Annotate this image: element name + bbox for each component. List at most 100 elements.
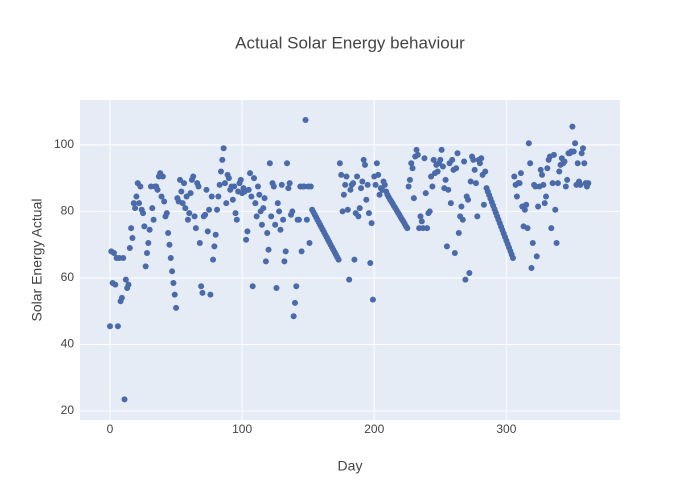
point — [454, 150, 461, 157]
point — [574, 160, 581, 167]
x-axis-title: Day — [338, 458, 363, 474]
point — [537, 166, 544, 173]
point — [225, 175, 232, 182]
point — [509, 255, 516, 262]
point — [570, 148, 577, 155]
point — [295, 216, 302, 223]
point — [180, 180, 187, 187]
point — [549, 180, 556, 187]
point — [186, 210, 193, 217]
point — [422, 190, 429, 197]
point — [182, 205, 189, 212]
point — [351, 256, 358, 263]
point — [270, 183, 277, 190]
point — [410, 195, 417, 202]
point — [418, 218, 425, 225]
point — [273, 284, 280, 291]
point — [161, 198, 168, 205]
point — [173, 304, 180, 311]
point — [146, 226, 153, 233]
point — [585, 180, 592, 187]
point — [517, 170, 524, 177]
point — [472, 180, 479, 187]
y-tick-label: 40 — [61, 337, 75, 351]
y-tick-label: 60 — [61, 270, 75, 284]
point — [261, 195, 268, 202]
point — [252, 200, 259, 207]
point — [303, 216, 310, 223]
point — [442, 176, 449, 183]
point — [554, 180, 561, 187]
point — [133, 193, 140, 200]
point — [289, 208, 296, 215]
point — [306, 240, 313, 247]
point — [445, 186, 452, 193]
point — [293, 283, 300, 290]
point — [280, 216, 287, 223]
point — [580, 145, 587, 152]
point — [167, 255, 174, 262]
point — [278, 181, 285, 188]
point — [455, 230, 462, 237]
point — [535, 203, 542, 210]
point — [221, 180, 228, 187]
point — [290, 313, 297, 320]
point — [178, 188, 185, 195]
point — [286, 180, 293, 187]
point — [118, 294, 125, 301]
y-tick-label: 100 — [54, 137, 74, 151]
y-tick-label: 80 — [61, 204, 75, 218]
point — [548, 225, 555, 232]
point — [277, 226, 284, 233]
point — [125, 281, 132, 288]
point — [179, 200, 186, 207]
point — [414, 151, 421, 158]
point — [524, 225, 531, 232]
point — [466, 269, 473, 276]
point — [191, 213, 198, 220]
point — [187, 190, 194, 197]
point — [343, 173, 350, 180]
point — [355, 213, 362, 220]
point — [159, 173, 166, 180]
point — [338, 171, 345, 178]
point — [291, 299, 298, 306]
point — [130, 200, 137, 207]
point — [208, 193, 215, 200]
point — [406, 176, 413, 183]
point — [453, 165, 460, 172]
point — [158, 193, 165, 200]
x-tick-label: 300 — [496, 422, 516, 436]
point — [243, 236, 250, 243]
point — [381, 181, 388, 188]
point — [451, 250, 458, 257]
point — [369, 296, 376, 303]
point — [266, 160, 273, 167]
point — [373, 160, 380, 167]
point — [578, 150, 585, 157]
point — [166, 241, 173, 248]
point — [154, 186, 161, 193]
point — [249, 283, 256, 290]
point — [577, 181, 584, 188]
point — [217, 168, 224, 175]
point — [214, 206, 221, 213]
point — [132, 205, 139, 212]
point — [375, 171, 382, 178]
point — [142, 263, 149, 270]
point — [417, 213, 424, 220]
point — [140, 210, 147, 217]
point — [480, 201, 487, 208]
point — [462, 276, 469, 283]
point — [195, 183, 202, 190]
point — [482, 168, 489, 175]
point — [223, 200, 230, 207]
point — [376, 191, 383, 198]
point — [335, 256, 342, 263]
point — [449, 156, 456, 163]
point — [183, 193, 190, 200]
point — [467, 178, 474, 185]
point — [421, 155, 428, 162]
y-axis-title: Solar Energy Actual — [29, 199, 45, 322]
point — [572, 140, 579, 147]
